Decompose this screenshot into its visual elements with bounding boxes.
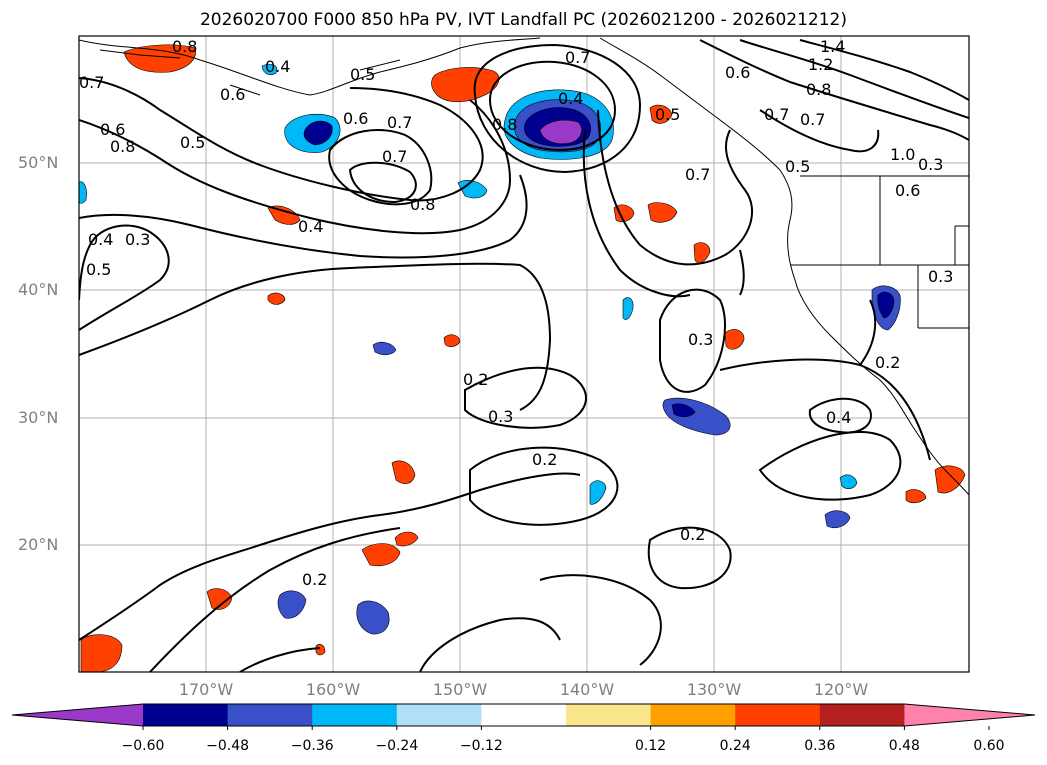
contour-label: 0.3 xyxy=(918,155,943,174)
contour-label: 0.6 xyxy=(343,109,368,128)
pv-shading xyxy=(79,44,966,672)
colorbar-segment xyxy=(227,704,313,726)
contour-label: 0.6 xyxy=(220,85,245,104)
colorbar-tick-label: −0.36 xyxy=(290,738,334,754)
colorbar-extend-low xyxy=(12,704,143,726)
map-frame xyxy=(78,35,970,673)
contour-label: 0.5 xyxy=(86,260,111,279)
contour-label: 0.2 xyxy=(532,450,557,469)
contour-label: 0.8 xyxy=(172,37,197,56)
contour-label: 0.2 xyxy=(302,570,327,589)
contour-label: 0.5 xyxy=(180,133,205,152)
colorbar-tick-label: −0.24 xyxy=(375,738,419,754)
colorbar-segment xyxy=(396,704,482,726)
lon-label-160w: 160°W xyxy=(305,680,361,699)
contour-label: 0.4 xyxy=(88,230,113,249)
contour-label: 0.3 xyxy=(125,230,150,249)
contour-label: 0.7 xyxy=(764,105,789,124)
map-title: 2026020700 F000 850 hPa PV, IVT Landfall… xyxy=(199,10,847,30)
colorbar-tick-label: −0.48 xyxy=(206,738,250,754)
colorbar-segment xyxy=(566,704,652,726)
colorbar-tick-label: 0.36 xyxy=(804,738,836,754)
colorbar-segment xyxy=(143,704,229,726)
contour-label: 0.2 xyxy=(463,370,488,389)
contour-label: 0.8 xyxy=(410,195,435,214)
contour-label: 1.0 xyxy=(890,145,915,164)
contour-label: 0.7 xyxy=(79,73,104,92)
colorbar-segment xyxy=(819,704,905,726)
lon-label-120w: 120°W xyxy=(813,680,869,699)
colorbar-segment xyxy=(735,704,821,726)
contour-label: 0.4 xyxy=(826,408,851,427)
contour-label: 0.5 xyxy=(350,65,375,84)
colorbar-tick-label: 0.12 xyxy=(635,738,667,754)
colorbar-tick-label: 0.48 xyxy=(888,738,920,754)
colorbar-tick-label: −0.12 xyxy=(459,738,503,754)
positive-anomaly-alaska xyxy=(431,67,500,103)
lat-label-30n: 30°N xyxy=(18,408,59,427)
contour-label: 0.3 xyxy=(488,407,513,426)
colorbar xyxy=(11,703,1036,730)
contour-label: 0.7 xyxy=(800,110,825,129)
lat-label-40n: 40°N xyxy=(18,280,59,299)
colorbar-segment xyxy=(650,704,736,726)
contour-label: 0.3 xyxy=(928,267,953,286)
contour-label: 0.5 xyxy=(785,157,810,176)
contour-label: 0.4 xyxy=(265,57,290,76)
contour-label: 0.4 xyxy=(558,89,583,108)
contour-label: 0.6 xyxy=(100,120,125,139)
lat-label-20n: 20°N xyxy=(18,535,59,554)
contour-label: 0.5 xyxy=(655,105,680,124)
colorbar-segment xyxy=(481,704,567,726)
lon-label-130w: 130°W xyxy=(686,680,742,699)
lat-label-50n: 50°N xyxy=(18,153,59,172)
contour-label: 0.7 xyxy=(565,48,590,67)
lon-label-150w: 150°W xyxy=(432,680,488,699)
contour-label: 1.2 xyxy=(808,55,833,74)
contour-label: 0.7 xyxy=(387,113,412,132)
lon-label-170w: 170°W xyxy=(178,680,234,699)
coastlines xyxy=(79,37,969,496)
colorbar-extend-high xyxy=(904,704,1035,726)
colorbar-tick-label: 0.24 xyxy=(719,738,751,754)
contour-label: 0.6 xyxy=(895,181,920,200)
contour-label: 0.8 xyxy=(806,80,831,99)
contour-label: 0.3 xyxy=(688,330,713,349)
contour-label: 1.4 xyxy=(820,37,845,56)
contour-label: 0.8 xyxy=(110,137,135,156)
contour-label: 0.7 xyxy=(685,165,710,184)
lon-label-140w: 140°W xyxy=(559,680,615,699)
contour-label: 0.4 xyxy=(298,217,323,236)
contour-label: 0.8 xyxy=(492,115,517,134)
colorbar-segment xyxy=(312,704,398,726)
colorbar-tick-label: −0.60 xyxy=(121,738,165,754)
contour-label: 0.7 xyxy=(382,147,407,166)
contour-label: 0.2 xyxy=(680,525,705,544)
colorbar-tick-label: 0.60 xyxy=(973,738,1005,754)
contour-label: 0.6 xyxy=(725,63,750,82)
ivt-contours xyxy=(79,39,969,672)
contour-label: 0.2 xyxy=(875,353,900,372)
contour-label-group: 0.8 0.7 0.6 0.4 0.5 0.6 0.5 0.8 0.7 0.6 … xyxy=(79,37,953,589)
